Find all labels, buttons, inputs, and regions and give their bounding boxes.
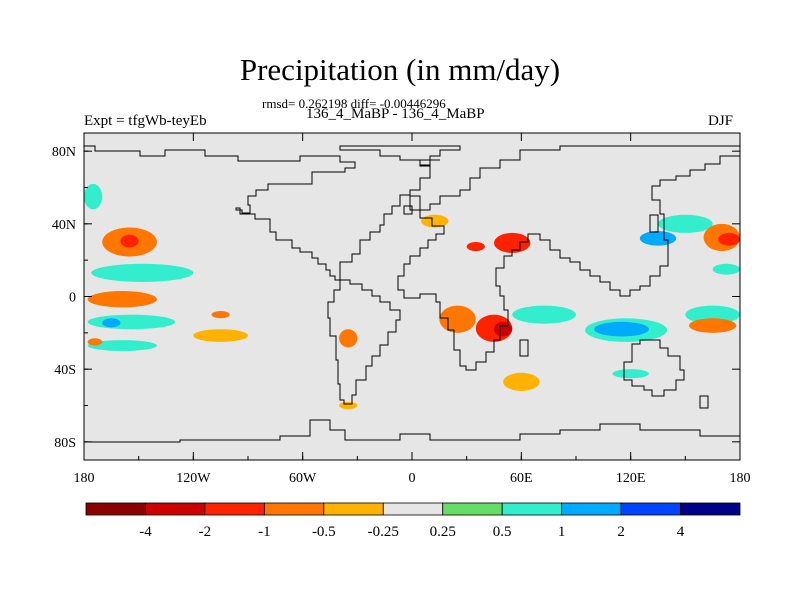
colorbar-box-6: [442, 502, 503, 516]
anomaly-region-15: [503, 372, 540, 391]
colorbar-box-1: [145, 502, 206, 516]
anomaly-region-29: [211, 311, 230, 319]
australia-outline: [623, 339, 685, 397]
north-america-outline: [84, 145, 440, 281]
anomaly-region-25: [639, 231, 677, 246]
anomaly-region-26: [712, 263, 740, 275]
colorbar-label-6: 0.5: [493, 524, 512, 540]
y-axis: 80N 40N 0 40S 80S: [52, 145, 740, 451]
x-tick-label-2: 60W: [289, 471, 317, 486]
antarctica-outline: [84, 419, 740, 443]
y-tick-label-0: 80N: [52, 145, 76, 160]
y-tick-label-1: 40N: [52, 218, 76, 233]
anomaly-region-21: [688, 318, 737, 333]
x-tick-label-1: 120W: [176, 471, 211, 486]
colorbar-box-5: [382, 502, 444, 516]
colorbar: -4 -2 -1 -0.5 -0.25 0.25 0.5 1 2 4: [85, 502, 741, 540]
anomaly-region-1: [120, 234, 139, 248]
colorbar-box-0: [85, 502, 146, 516]
plot-background: [84, 133, 740, 460]
x-tick-label-5: 120E: [616, 471, 646, 486]
x-tick-label-6: 180: [730, 471, 751, 486]
madagascar-outline: [519, 339, 529, 357]
colorbar-box-8: [561, 502, 622, 516]
season-label: DJF: [708, 113, 734, 129]
anomaly-fills: [84, 133, 741, 460]
colorbar-label-9: 4: [677, 524, 685, 540]
colorbar-box-2: [204, 502, 265, 516]
colorbar-box-7: [501, 502, 563, 516]
continent-outlines: [84, 145, 741, 443]
comparison-label: 136_4_MaBP - 136_4_MaBP: [306, 106, 485, 122]
anomaly-region-9: [84, 183, 103, 210]
south-america-outline: [327, 279, 401, 405]
colorbar-box-9: [620, 502, 681, 516]
experiment-label: Expt = tfgWb-teyEb: [84, 113, 207, 129]
x-tick-label-3: 0: [409, 471, 416, 486]
anomaly-region-10: [339, 329, 358, 348]
anomaly-region-31: [339, 401, 358, 410]
anomaly-region-14: [494, 321, 513, 337]
anomaly-region-5: [102, 318, 121, 328]
eurasia-africa-outline: [397, 145, 741, 371]
anomaly-region-7: [193, 329, 249, 342]
colorbar-label-5: 0.25: [430, 524, 456, 540]
y-tick-label-4: 80S: [54, 436, 76, 451]
colorbar-box-10: [680, 502, 741, 516]
greenland-outline: [339, 145, 461, 167]
y-tick-label-2: 0: [69, 291, 76, 306]
new-zealand-outline: [699, 395, 709, 409]
y-tick-label-3: 40S: [54, 363, 76, 378]
colorbar-label-0: -4: [139, 524, 152, 540]
anomaly-region-4: [87, 314, 176, 330]
colorbar-box-3: [263, 502, 325, 516]
anomaly-region-12: [439, 305, 476, 333]
anomaly-region-27: [466, 242, 485, 252]
colorbar-label-2: -1: [258, 524, 271, 540]
anomaly-region-19: [594, 321, 649, 337]
colorbar-label-3: -0.5: [312, 524, 336, 540]
rmsd-diff-label: rmsd= 0.262198 diff= -0.00446296: [262, 96, 446, 111]
japan-outline: [649, 214, 659, 233]
colorbar-box-4: [323, 502, 384, 516]
colorbar-label-8: 2: [617, 524, 625, 540]
anomaly-region-6: [87, 340, 157, 351]
x-tick-label-0: 180: [74, 471, 95, 486]
anomaly-region-30: [612, 369, 649, 379]
anomaly-region-17: [521, 307, 558, 319]
chart-title: Precipitation (in mm/day): [239, 52, 561, 87]
x-axis: 180 120W 60W 0 60E 120E 180: [74, 133, 751, 486]
colorbar-label-1: -2: [199, 524, 212, 540]
anomaly-region-2: [91, 263, 194, 282]
colorbar-label-4: -0.25: [368, 524, 399, 540]
anomaly-region-22: [658, 214, 713, 233]
colorbar-label-7: 1: [558, 524, 566, 540]
anomaly-region-3: [87, 291, 157, 308]
uk-outline: [403, 205, 413, 215]
anomaly-region-8: [87, 338, 103, 346]
x-tick-label-4: 60E: [510, 471, 533, 486]
anomaly-region-24: [718, 232, 740, 246]
anomaly-region-20: [685, 305, 741, 324]
anomaly-region-28: [494, 232, 531, 253]
